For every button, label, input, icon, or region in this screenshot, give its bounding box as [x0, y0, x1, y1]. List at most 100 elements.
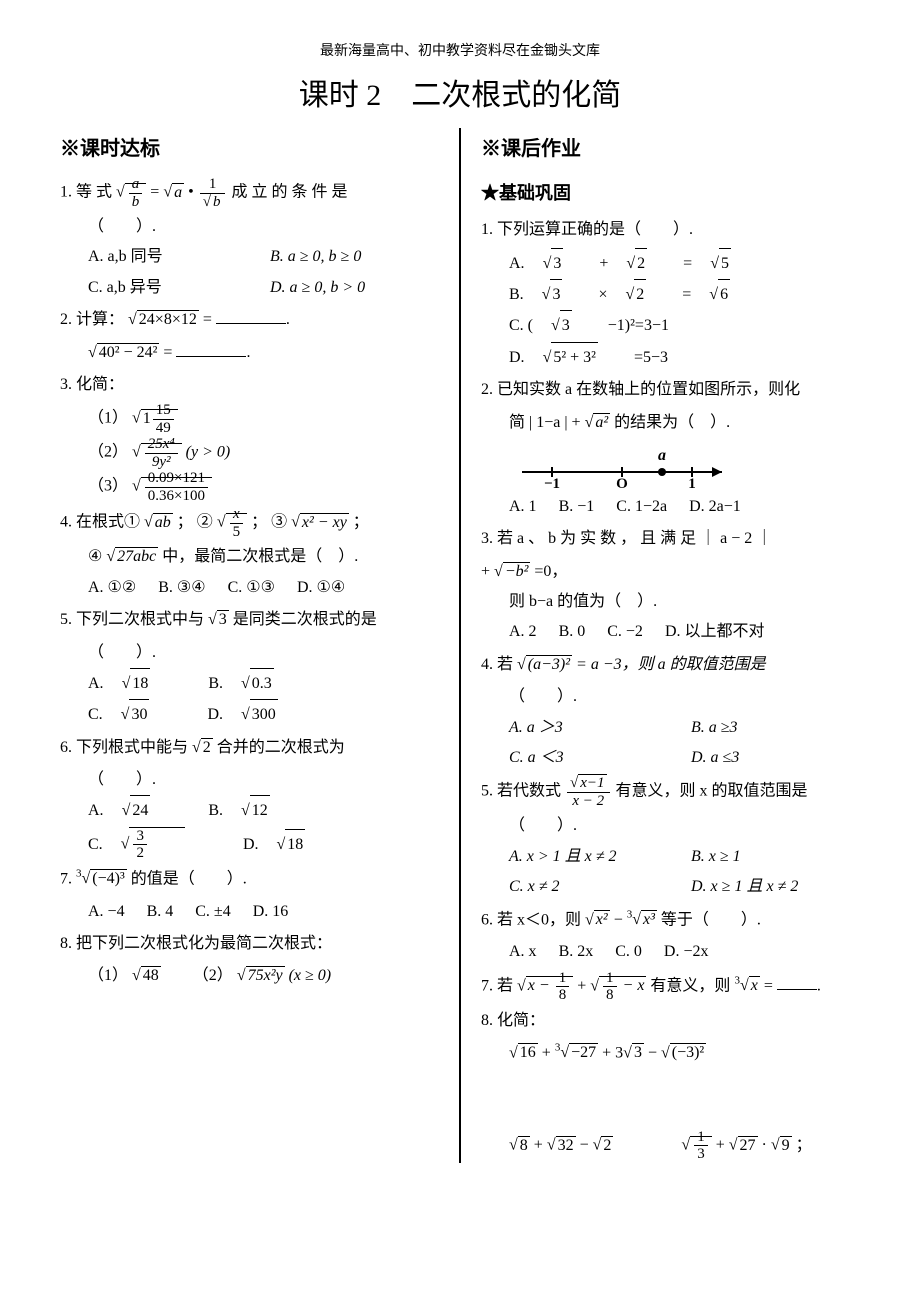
q6-Cn: 3 [133, 828, 147, 846]
rq1-Bs1: 3 [550, 279, 562, 310]
rq8-e3semi: ； [796, 1137, 812, 1154]
q6-a: 6. 下列根式中能与 [60, 739, 192, 756]
q5-Ci: 30 [129, 699, 149, 730]
left-q4: 4. 在根式① √ab ； ② √x5 ； ③ √x² − xy ； [60, 506, 439, 540]
right-q4: 4. 若 √(a−3)² = a −3，则 a 的取值范围是 [481, 650, 860, 680]
rq1-Da: D. [509, 343, 525, 373]
rq5-A: A. x > 1 且 x ≠ 2 [509, 842, 669, 872]
rq8-e3p: + [716, 1137, 729, 1154]
page-title: 课时 2 二次根式的化简 [60, 70, 860, 114]
q6-Bi: 12 [250, 795, 270, 826]
right-q7: 7. 若 √x − 18 + √18 − x 有意义，则 3√x = . [481, 970, 860, 1004]
rq2-s: a² [593, 413, 610, 431]
rq4-B: B. a ≥3 [691, 713, 738, 743]
right-q3-stem: 3. 若 a 、 b 为 实 数 ， 且 满 足 ｜ a − 2 ｜ [481, 524, 860, 554]
rq8-expr1: √16 + 3√−27 + 3√3 − √(−3)² [481, 1038, 860, 1069]
q3-p2-label: （2） [88, 444, 128, 461]
rq6-B: B. 2x [559, 937, 594, 967]
q7-A: A. −4 [88, 897, 125, 927]
q6-Al: A. [88, 796, 104, 826]
q1-optB: B. a ≥ 0, b ≥ 0 [270, 242, 361, 272]
rq3-C: C. −2 [607, 617, 643, 647]
q6-paren: （ ）. [60, 765, 439, 795]
rq3-l2a: + [481, 563, 494, 580]
q1-eq: = [150, 184, 163, 201]
number-line-icon: −1 O 1 a [517, 444, 737, 488]
q8-p1l: （1） [88, 967, 128, 984]
svg-text:−1: −1 [544, 476, 560, 488]
right-q8-stem: 8. 化简： [481, 1006, 860, 1036]
q5-Dl: D. [207, 700, 223, 730]
rq6-b: 等于（ ）. [661, 911, 761, 928]
rq3-s: −b² [503, 562, 531, 580]
rq1-As1: 3 [551, 248, 563, 279]
rq1-As2: 2 [635, 248, 647, 279]
rq8-e1s3: 3 [632, 1043, 644, 1061]
left-q3-stem: 3. 化简： [60, 370, 439, 400]
page-header: 最新海量高中、初中教学资料尽在金锄头文库 [60, 40, 860, 60]
rq4-C: C. a ＜3 [509, 743, 669, 773]
q6-Cl: C. [88, 830, 103, 860]
column-divider [459, 128, 461, 1163]
q2-line2: √40² − 24² = . [60, 338, 439, 368]
rq1-Bs2: 2 [634, 279, 646, 310]
q5-s3: 3 [217, 610, 229, 628]
rq8-e2s2: 32 [556, 1136, 576, 1154]
rq4-D: D. a ≤3 [691, 743, 739, 773]
rq1-opts: A. √3 + √2 = √5 B. √3 × √2 = √6 C. (√3 −… [481, 248, 860, 374]
rq2-l2a: 简 | 1−a | + [509, 414, 585, 431]
svg-text:a: a [658, 447, 666, 464]
rq3-l2b: =0， [534, 563, 567, 580]
rq8-e3d: 3 [694, 1146, 708, 1163]
q2-blank2 [176, 340, 246, 357]
rq1-Cs1: 3 [560, 310, 572, 341]
q2-eq1: = [203, 311, 216, 328]
q3-p2-cond: (y > 0) [186, 444, 231, 461]
rq7-eq: = [764, 977, 777, 994]
q6-options: A. √24 B. √12 C. √32 D. √18 [60, 795, 439, 861]
rq5-d: x − 2 [567, 793, 610, 810]
rq8-e2m: − [580, 1137, 593, 1154]
rq4-a: 4. 若 [481, 656, 517, 673]
q6-b: 合并的二次根式为 [217, 739, 345, 756]
right-subsection-head: ★基础巩固 [481, 176, 860, 210]
rq5-paren: （ ）. [481, 811, 860, 841]
rq1-Ap: + [599, 249, 608, 279]
q4-B: B. ③④ [158, 573, 205, 603]
q7-options: A. −4 B. 4 C. ±4 D. 16 [60, 897, 439, 927]
q4-r4: 27abc [115, 547, 158, 565]
rq8-e1i: 3 [555, 1042, 561, 1054]
q5-Bi: 0.3 [250, 668, 274, 699]
right-column: ※课后作业 ★基础巩固 1. 下列运算正确的是（ ）. A. √3 + √2 =… [465, 128, 860, 1163]
rq8-e3dot: · [762, 1137, 771, 1154]
rq7-p: + [577, 977, 590, 994]
rq7-idx: 3 [734, 975, 740, 987]
rq8-e2s3: 2 [601, 1136, 613, 1154]
rq8-e3n: 1 [694, 1129, 708, 1147]
q2-stem: 2. 计算： [60, 311, 124, 328]
rq6-s2: x³ [641, 910, 657, 928]
q3-p3-num: 0.09×121 [145, 470, 208, 488]
rq7-t1n: 1 [556, 970, 570, 988]
rq2-D: D. 2a−1 [689, 492, 741, 522]
rq1-Ba: B. [509, 280, 524, 310]
rq1-Cb: −1)²=3−1 [608, 311, 669, 341]
rq4-s: (a−3)² [526, 655, 572, 673]
rq8-e1s4: (−3)² [670, 1043, 706, 1061]
rq1-Ca: C. ( [509, 311, 533, 341]
left-q8-stem: 8. 把下列二次根式化为最简二次根式： [60, 929, 439, 959]
rq1-Ae: = [683, 249, 692, 279]
rq6-m: − [614, 911, 627, 928]
q4-sep3: ； [353, 514, 369, 531]
rq8-e2p: + [534, 1137, 547, 1154]
q1-paren: （ ）. [60, 212, 439, 242]
q6-Cd: 2 [133, 845, 147, 862]
q5-Cl: C. [88, 700, 103, 730]
rq1-Db: =5−3 [634, 343, 668, 373]
q4-C: C. ①③ [228, 573, 275, 603]
rq2-B: B. −1 [559, 492, 595, 522]
rq2-A: A. 1 [509, 492, 537, 522]
rq7-t2d: 8 [603, 987, 617, 1004]
rq5-D: D. x ≥ 1 且 x ≠ 2 [691, 872, 798, 902]
rq8-expr3: √13 + √27 · √9 ； [681, 1136, 811, 1154]
